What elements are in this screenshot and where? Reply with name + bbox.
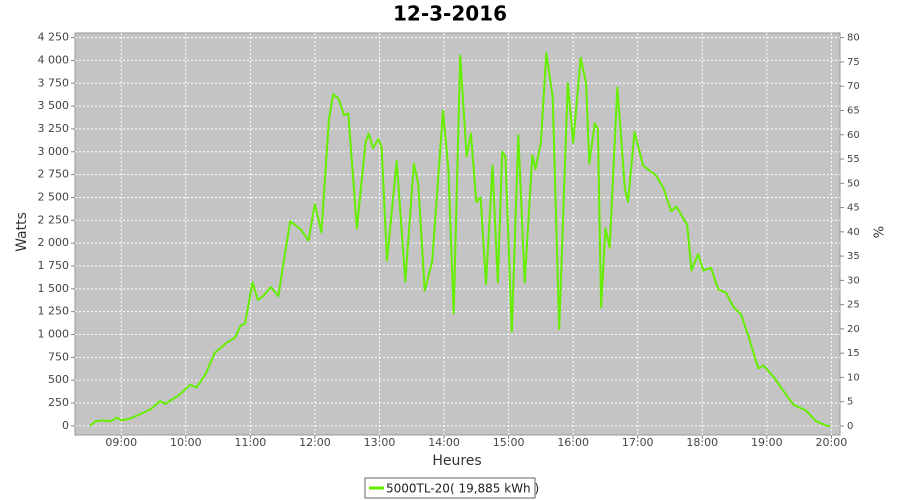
x-tick-label: 18:00 xyxy=(686,436,718,449)
y2-tick-label: 65 xyxy=(847,106,860,117)
y2-tick-label: 60 xyxy=(847,130,860,141)
y-tick-label: 2 250 xyxy=(38,213,70,226)
y2-tick-label: 30 xyxy=(847,275,860,286)
y-tick-label: 250 xyxy=(48,396,69,409)
y2-tick-label: 75 xyxy=(847,57,860,68)
y2-tick-label: 25 xyxy=(847,300,860,311)
y-tick-label: 4 250 xyxy=(38,31,70,44)
y2-tick-label: 45 xyxy=(847,203,860,214)
y-tick-label: 3 500 xyxy=(38,99,70,112)
x-tick-label: 17:00 xyxy=(622,436,654,449)
x-tick-label: 10:00 xyxy=(170,436,202,449)
legend xyxy=(364,477,536,499)
x-tick-label: 16:00 xyxy=(557,436,589,449)
x-tick-label: 14:00 xyxy=(428,436,460,449)
y2-axis-label: % xyxy=(873,226,888,238)
y2-tick-label: 70 xyxy=(847,81,860,92)
y2-tick-label: 35 xyxy=(847,251,860,262)
y-tick-label: 4 000 xyxy=(38,53,70,66)
y2-tick-label: 10 xyxy=(847,372,860,383)
x-tick-label: 13:00 xyxy=(364,436,396,449)
x-tick-label: 20:00 xyxy=(816,436,848,449)
chart-title: 12-3-2016 xyxy=(393,2,507,26)
y2-tick-label: 20 xyxy=(847,324,860,335)
y-tick-label: 1 000 xyxy=(38,328,70,341)
y-tick-label: 3 250 xyxy=(38,122,70,135)
plot-area xyxy=(74,32,841,436)
y-tick-label: 1 750 xyxy=(38,259,70,272)
x-tick-label: 12:00 xyxy=(299,436,331,449)
x-axis-label: Heures xyxy=(432,453,481,469)
x-tick-label: 15:00 xyxy=(493,436,525,449)
x-tick-label: 11:00 xyxy=(235,436,267,449)
y-tick-label: 1 250 xyxy=(38,305,70,318)
y2-tick-label: 5 xyxy=(847,397,853,408)
y2-tick-label: 50 xyxy=(847,178,860,189)
y-tick-label: 0 xyxy=(62,419,69,432)
y2-tick-label: 55 xyxy=(847,154,860,165)
y2-tick-label: 15 xyxy=(847,348,860,359)
y-tick-label: 3 750 xyxy=(38,76,70,89)
y-tick-label: 750 xyxy=(48,350,69,363)
y-tick-label: 2 000 xyxy=(38,236,70,249)
y2-tick-label: 40 xyxy=(847,227,860,238)
series-line xyxy=(89,52,831,427)
y2-tick-label: 80 xyxy=(847,33,860,44)
y-tick-label: 500 xyxy=(48,373,69,386)
x-tick-label: 19:00 xyxy=(751,436,783,449)
y-tick-label: 1 500 xyxy=(38,282,70,295)
y-tick-label: 2 750 xyxy=(38,168,70,181)
legend-label: 5000TL-20( 19,885 kWh ) xyxy=(386,482,539,496)
x-tick-label: 09:00 xyxy=(105,436,137,449)
y-axis-label: Watts xyxy=(14,212,30,252)
y2-tick-label: 0 xyxy=(847,421,853,432)
y-tick-label: 2 500 xyxy=(38,190,70,203)
y-tick-label: 3 000 xyxy=(38,145,70,158)
